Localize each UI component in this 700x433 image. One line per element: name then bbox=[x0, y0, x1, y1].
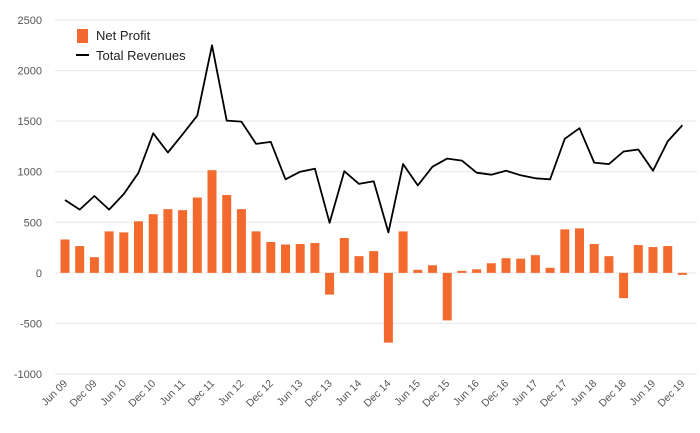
x-tick-label: Jun 19 bbox=[627, 378, 658, 409]
net-profit-bar bbox=[530, 255, 540, 273]
x-tick-label: Dec 19 bbox=[656, 378, 688, 410]
x-tick-label: Dec 11 bbox=[186, 378, 218, 410]
net-profit-bars bbox=[60, 170, 687, 343]
net-profit-bar bbox=[222, 194, 232, 273]
net-profit-bar bbox=[383, 272, 393, 343]
x-tick-label: Dec 10 bbox=[126, 378, 158, 410]
x-tick-label: Jun 18 bbox=[569, 378, 600, 409]
net-profit-bar bbox=[486, 263, 496, 273]
legend-label-net-profit: Net Profit bbox=[96, 28, 151, 43]
net-profit-bar bbox=[457, 270, 467, 273]
gridlines bbox=[55, 19, 697, 375]
y-tick-label: -500 bbox=[20, 318, 42, 330]
net-profit-bar bbox=[266, 242, 276, 273]
x-tick-label: Dec 13 bbox=[303, 378, 335, 410]
net-profit-bar bbox=[119, 232, 129, 273]
net-profit-bar bbox=[560, 229, 570, 273]
y-tick-label: 2000 bbox=[18, 66, 42, 78]
x-tick-label: Jun 12 bbox=[216, 378, 247, 409]
net-profit-bar bbox=[281, 244, 290, 273]
net-profit-bar bbox=[339, 237, 349, 273]
net-profit-bar bbox=[442, 272, 452, 321]
x-tick-label: Jun 17 bbox=[510, 378, 541, 409]
x-tick-label: Dec 18 bbox=[597, 378, 629, 410]
x-tick-label: Dec 16 bbox=[479, 378, 511, 410]
net-profit-bar bbox=[516, 258, 526, 273]
net-profit-bar bbox=[575, 228, 584, 273]
y-tick-label: 2500 bbox=[18, 15, 42, 27]
y-tick-label: 1000 bbox=[18, 167, 42, 179]
x-tick-label: Dec 17 bbox=[538, 378, 570, 410]
x-tick-label: Jun 16 bbox=[451, 378, 482, 409]
x-tick-label: Jun 11 bbox=[157, 378, 187, 408]
legend-label-total-revenues: Total Revenues bbox=[96, 48, 186, 63]
net-profit-bar bbox=[663, 246, 673, 273]
net-profit-bar bbox=[295, 244, 305, 273]
net-profit-bar bbox=[648, 247, 658, 273]
net-profit-bar bbox=[413, 269, 423, 273]
net-profit-bar bbox=[472, 269, 482, 273]
net-profit-bar bbox=[398, 231, 408, 273]
net-profit-bar bbox=[545, 267, 555, 273]
y-tick-label: 500 bbox=[24, 217, 42, 229]
x-tick-label: Dec 15 bbox=[420, 378, 452, 410]
x-tick-label: Jun 14 bbox=[333, 378, 364, 409]
net-profit-bar bbox=[677, 272, 687, 275]
y-tick-label: 0 bbox=[36, 268, 42, 280]
net-profit-bar bbox=[192, 197, 202, 273]
y-axis-ticks: 2500 2000 1500 1000 500 0 -500 -1000 bbox=[14, 15, 42, 381]
net-profit-bar bbox=[75, 246, 85, 273]
net-profit-bar bbox=[369, 251, 379, 273]
net-profit-bar bbox=[236, 209, 246, 273]
net-profit-bar bbox=[325, 272, 335, 295]
net-profit-bar bbox=[207, 170, 217, 273]
legend: Net Profit Total Revenues bbox=[76, 28, 186, 63]
legend-swatch-net-profit bbox=[77, 29, 88, 43]
y-tick-label: -1000 bbox=[14, 369, 42, 381]
net-profit-bar bbox=[251, 231, 261, 273]
net-profit-bar bbox=[354, 256, 364, 273]
x-tick-label: Dec 09 bbox=[68, 378, 100, 410]
x-tick-label: Dec 14 bbox=[362, 378, 394, 410]
x-tick-label: Jun 10 bbox=[98, 378, 129, 409]
net-profit-bar bbox=[501, 258, 511, 273]
net-profit-bar bbox=[310, 243, 320, 273]
net-profit-bar bbox=[89, 257, 99, 273]
net-profit-bar bbox=[134, 221, 143, 273]
net-profit-bar bbox=[604, 256, 614, 273]
net-profit-bar bbox=[60, 239, 70, 273]
net-profit-bar bbox=[148, 214, 158, 273]
x-tick-label: Jun 13 bbox=[275, 378, 306, 409]
net-profit-bar bbox=[619, 272, 629, 299]
net-profit-bar bbox=[163, 209, 173, 273]
net-profit-bar bbox=[589, 244, 599, 273]
net-profit-bar bbox=[178, 210, 188, 273]
x-tick-label: Jun 09 bbox=[39, 378, 70, 409]
net-profit-bar bbox=[633, 245, 643, 273]
net-profit-bar bbox=[428, 265, 437, 273]
y-tick-label: 1500 bbox=[18, 116, 42, 128]
x-tick-label: Jun 15 bbox=[392, 378, 423, 409]
x-tick-label: Dec 12 bbox=[244, 378, 276, 410]
net-profit-bar bbox=[104, 231, 114, 273]
total-revenues-line bbox=[64, 44, 684, 234]
